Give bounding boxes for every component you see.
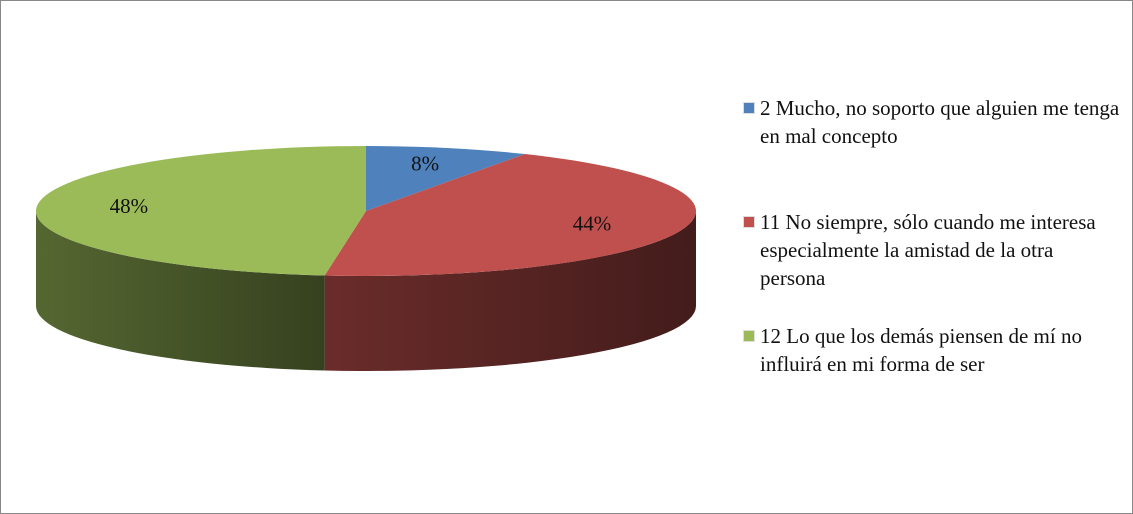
legend-entry: 11 No siempre, sólo cuando me interesa e…: [743, 208, 1123, 292]
legend-swatch: [743, 216, 755, 228]
legend-label: 11 No siempre, sólo cuando me interesa e…: [760, 210, 1096, 290]
legend-entry: 2 Mucho, no soporto que alguien me tenga…: [743, 94, 1123, 150]
pie-slice: [35, 146, 366, 276]
legend-swatch: [743, 330, 755, 342]
data-label: 48%: [110, 194, 149, 218]
legend-label: 2 Mucho, no soporto que alguien me tenga…: [760, 96, 1120, 148]
legend-swatch: [743, 102, 755, 114]
legend-entry: 12 Lo que los demás piensen de mí no inf…: [743, 322, 1123, 378]
legend-label: 12 Lo que los demás piensen de mí no inf…: [760, 324, 1082, 376]
pie-slice: [366, 146, 525, 211]
data-label: 44%: [573, 211, 612, 235]
pie-side: [35, 211, 325, 371]
pie-side: [324, 211, 696, 371]
pie-slice: [324, 154, 696, 276]
data-label: 8%: [411, 151, 439, 175]
